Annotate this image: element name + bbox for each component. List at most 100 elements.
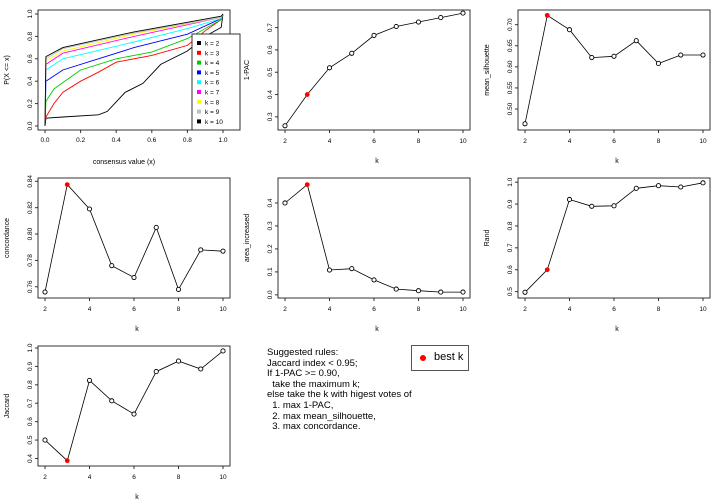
x-tick-label: 2: [283, 306, 287, 313]
y-tick-label: 0.8: [27, 32, 34, 41]
y-tick-label: 0.2: [267, 244, 274, 253]
concordance-best-point: [64, 182, 70, 188]
y-tick-label: 0.9: [27, 362, 34, 371]
Rand-point: [700, 180, 706, 186]
best-k-marker: [420, 355, 426, 361]
x-tick-label: 6: [372, 138, 376, 145]
mean_silhouette-point: [611, 53, 617, 59]
legend-swatch: [197, 70, 201, 75]
Jaccard-best-point: [64, 458, 70, 464]
x-tick-label: 10: [459, 306, 467, 313]
1-PAC-point: [371, 32, 377, 38]
x-tick-label: 6: [612, 138, 616, 145]
x-tick-label: 8: [657, 138, 661, 145]
concordance-point: [198, 247, 204, 253]
y-tick-label: 0.6: [27, 417, 34, 426]
legend-swatch: [197, 109, 201, 114]
legend-swatch: [197, 50, 201, 55]
ecdf-line-k5: [44, 13, 224, 127]
Jaccard-line: [44, 350, 224, 462]
legend-swatch: [197, 90, 201, 94]
mean_silhouette-point: [522, 121, 528, 127]
x-tick-label: 0.0: [40, 137, 49, 144]
y-tick-label: 0.7: [507, 243, 514, 252]
Rand-best-point: [544, 267, 550, 273]
area_increased-point: [326, 267, 333, 273]
x-tick-label: 10: [699, 306, 707, 313]
mean_silhouette-point: [566, 27, 573, 33]
Jaccard-point: [175, 358, 182, 364]
1-PAC-point: [349, 50, 355, 56]
x-tick-label: 4: [88, 474, 92, 481]
y-tick-label: 0.5: [507, 287, 514, 296]
1-PAC-point: [393, 23, 399, 30]
y-tick-label: 0.50: [507, 102, 514, 115]
y-tick-label: 0.70: [507, 18, 514, 31]
y-tick-label: 1.0: [27, 9, 34, 18]
y-axis-label: mean_silhouette: [484, 44, 491, 95]
x-tick-label: 0.4: [112, 137, 121, 144]
mean_silhouette-point: [655, 60, 662, 67]
x-tick-label: 2: [43, 306, 47, 313]
y-axis-label: concordance: [4, 218, 11, 258]
legend-swatch: [197, 119, 201, 124]
y-tick-label: 0.1: [267, 267, 274, 276]
x-tick-label: 8: [177, 306, 181, 313]
y-tick-label: 0.60: [507, 60, 514, 73]
y-tick-label: 0.6: [27, 54, 34, 63]
concordance-point: [220, 248, 226, 254]
y-tick-label: 0.78: [27, 254, 34, 267]
area_increased-line: [284, 183, 463, 293]
legend-swatch: [197, 60, 201, 65]
ecdf-line-k4: [44, 13, 224, 127]
y-tick-label: 0.6: [507, 265, 514, 274]
mean_silhouette-point: [633, 38, 639, 44]
x-tick-label: 6: [132, 306, 136, 313]
Rand-line: [524, 182, 704, 293]
Jaccard-point: [198, 366, 204, 372]
y-tick-label: 1.0: [507, 177, 514, 186]
x-tick-label: 0.8: [183, 137, 192, 144]
Jaccard-point: [131, 411, 137, 417]
legend-swatch: [197, 41, 201, 45]
y-tick-label: 0.65: [507, 39, 514, 52]
best-k-label: best k: [434, 351, 464, 363]
ecdf-line-k10: [44, 13, 224, 127]
x-tick-label: 8: [177, 474, 181, 481]
legend-label: k = 3: [205, 50, 220, 57]
Rand-point: [566, 196, 573, 203]
x-tick-label: 6: [132, 474, 136, 481]
1-PAC-point: [282, 123, 288, 129]
legend-swatch: [197, 99, 201, 104]
concordance-point: [86, 206, 93, 212]
y-axis-label: area_increased: [244, 214, 251, 262]
x-axis-label: k: [135, 494, 139, 501]
legend-label: k = 4: [205, 60, 220, 67]
plot-frame: [517, 177, 711, 299]
x-tick-label: 10: [219, 306, 227, 313]
area_increased-best-point: [304, 182, 310, 187]
y-tick-label: 0.82: [27, 201, 34, 214]
concordance-point: [153, 224, 159, 231]
x-tick-label: 8: [657, 306, 661, 313]
Rand-point: [589, 203, 595, 209]
y-axis-label: 1-PAC: [244, 60, 251, 80]
y-tick-label: 0.4: [27, 76, 34, 85]
area_increased-point: [393, 286, 399, 292]
x-tick-label: 2: [283, 138, 287, 145]
Jaccard-point: [86, 377, 93, 383]
1-PAC-line: [284, 12, 464, 127]
x-tick-label: 6: [372, 306, 376, 313]
x-axis-label: k: [375, 326, 379, 333]
y-axis-label: P(X <= x): [4, 55, 11, 85]
mean_silhouette-point: [678, 52, 684, 58]
y-tick-label: 0.0: [267, 290, 274, 299]
y-tick-label: 0.8: [507, 221, 514, 230]
ecdf-line-k3: [44, 13, 224, 127]
y-tick-label: 0.0: [27, 121, 34, 130]
x-axis-label: k: [615, 158, 619, 165]
area_increased-point: [438, 289, 444, 295]
legend-label: k = 2: [205, 41, 220, 48]
x-tick-label: 6: [612, 306, 616, 313]
